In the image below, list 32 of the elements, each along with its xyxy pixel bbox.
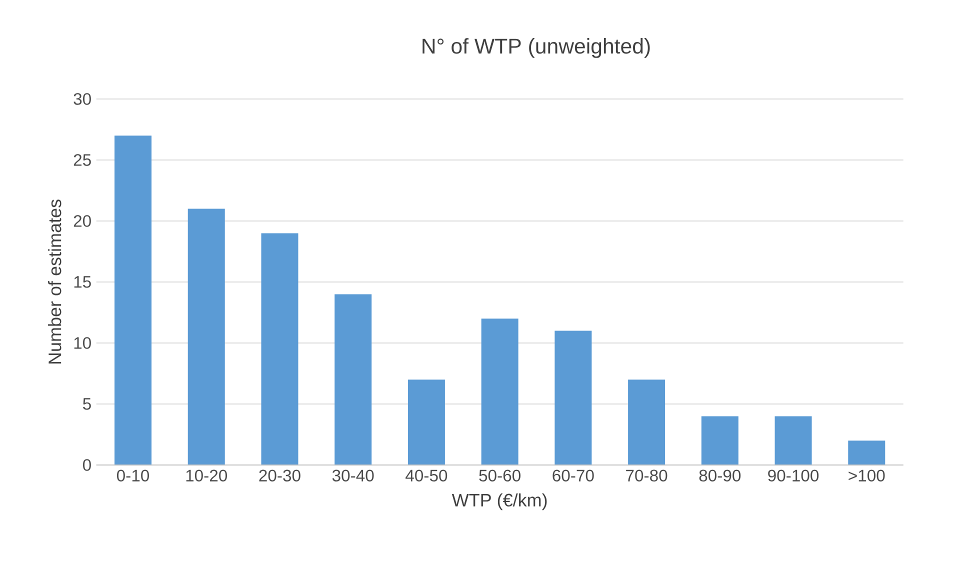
bar [481,318,518,465]
bar [408,380,445,465]
y-tick-label: 5 [83,398,91,410]
bar [848,440,886,465]
bar [114,136,152,465]
bar [261,233,298,465]
x-tick-label: 80-90 [699,470,741,482]
bar [701,416,738,465]
bar [554,330,592,465]
x-tick-label: 60-70 [552,470,594,482]
y-axis-title: Number of estimates [48,200,62,364]
x-tick-label: 30-40 [332,470,374,482]
y-tick-label: 0 [82,459,91,471]
x-tick-label: 40-50 [406,470,448,482]
x-tick-label: 10-20 [186,470,228,482]
x-tick-label: 90-100 [768,470,819,482]
y-tick-label: 10 [74,337,91,349]
bar [188,208,225,465]
y-tick-label: 20 [74,215,91,227]
y-tick-label: 25 [74,154,91,166]
bar [628,380,666,465]
y-tick-label: 15 [74,276,91,288]
x-tick-label: 70-80 [626,470,668,482]
x-axis-title: WTP (€/km) [452,493,547,510]
bar [334,294,372,465]
chart-title: N° of WTP (unweighted) [422,38,650,58]
bar [774,416,812,465]
x-tick-label: 20-30 [259,470,300,482]
x-tick-label: 0-10 [116,470,150,482]
x-tick-label: >100 [848,470,885,482]
x-tick-label: 50-60 [479,470,520,482]
y-tick-label: 30 [74,93,91,105]
